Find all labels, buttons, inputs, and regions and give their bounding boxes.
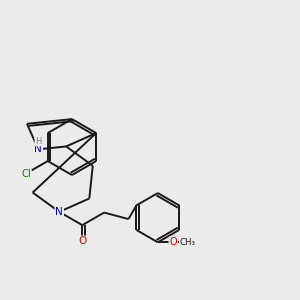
Text: Cl: Cl	[21, 169, 31, 178]
Text: H: H	[35, 136, 41, 146]
Text: CH₃: CH₃	[180, 238, 196, 247]
Text: O: O	[78, 236, 86, 246]
Text: N: N	[56, 207, 63, 217]
Text: O: O	[169, 237, 177, 247]
Text: N: N	[34, 144, 42, 154]
